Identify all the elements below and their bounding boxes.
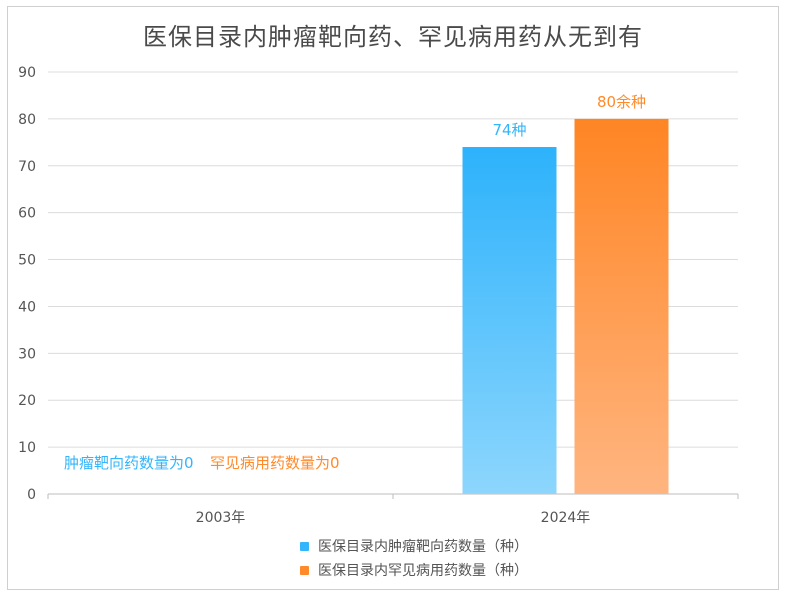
y-tick-label: 90 xyxy=(18,65,36,81)
y-tick-label: 60 xyxy=(18,206,36,222)
x-tick-label: 2003年 xyxy=(196,510,246,526)
legend-swatch-blue xyxy=(300,541,309,551)
legend-label: 医保目录内肿瘤靶向药数量（种） xyxy=(318,539,528,555)
y-tick-label: 20 xyxy=(18,393,36,409)
legend-item-rare-disease-drugs[interactable]: 医保目录内罕见病用药数量（种） xyxy=(300,558,528,582)
legend-item-targeted-drugs[interactable]: 医保目录内肿瘤靶向药数量（种） xyxy=(300,534,528,558)
y-tick-label: 10 xyxy=(18,440,36,456)
y-tick-label: 70 xyxy=(18,159,36,175)
zero-value-label: 罕见病用药数量为0 xyxy=(210,454,340,472)
legend-swatch-orange xyxy=(300,565,309,575)
legend-label: 医保目录内罕见病用药数量（种） xyxy=(318,563,528,579)
chart-title: 医保目录内肿瘤靶向药、罕见病用药从无到有 xyxy=(143,23,643,51)
y-tick-label: 50 xyxy=(18,253,36,269)
y-tick-label: 0 xyxy=(27,487,36,503)
legend: 医保目录内肿瘤靶向药数量（种） 医保目录内罕见病用药数量（种） xyxy=(300,534,528,582)
y-tick-label: 40 xyxy=(18,299,36,315)
x-tick-label: 2024年 xyxy=(541,510,591,526)
y-tick-label: 30 xyxy=(18,346,36,362)
zero-value-label: 肿瘤靶向药数量为0 xyxy=(64,454,194,472)
data-label: 80余种 xyxy=(597,93,646,111)
y-tick-label: 80 xyxy=(18,112,36,128)
bar xyxy=(462,147,557,494)
data-label: 74种 xyxy=(492,121,526,139)
bar xyxy=(574,118,669,494)
